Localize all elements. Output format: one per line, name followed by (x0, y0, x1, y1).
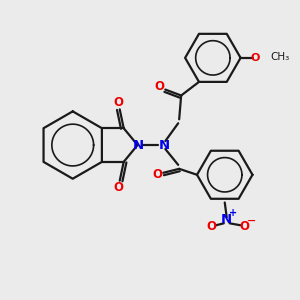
Text: N: N (221, 213, 232, 226)
Text: O: O (114, 181, 124, 194)
Text: O: O (152, 168, 162, 181)
Text: O: O (206, 220, 216, 233)
Text: O: O (240, 220, 250, 233)
Text: −: − (247, 216, 256, 226)
Text: O: O (114, 96, 124, 109)
Text: CH₃: CH₃ (270, 52, 290, 62)
Text: +: + (229, 208, 237, 218)
Text: O: O (251, 53, 260, 63)
Text: O: O (154, 80, 164, 93)
Text: N: N (159, 139, 170, 152)
Text: N: N (133, 139, 144, 152)
